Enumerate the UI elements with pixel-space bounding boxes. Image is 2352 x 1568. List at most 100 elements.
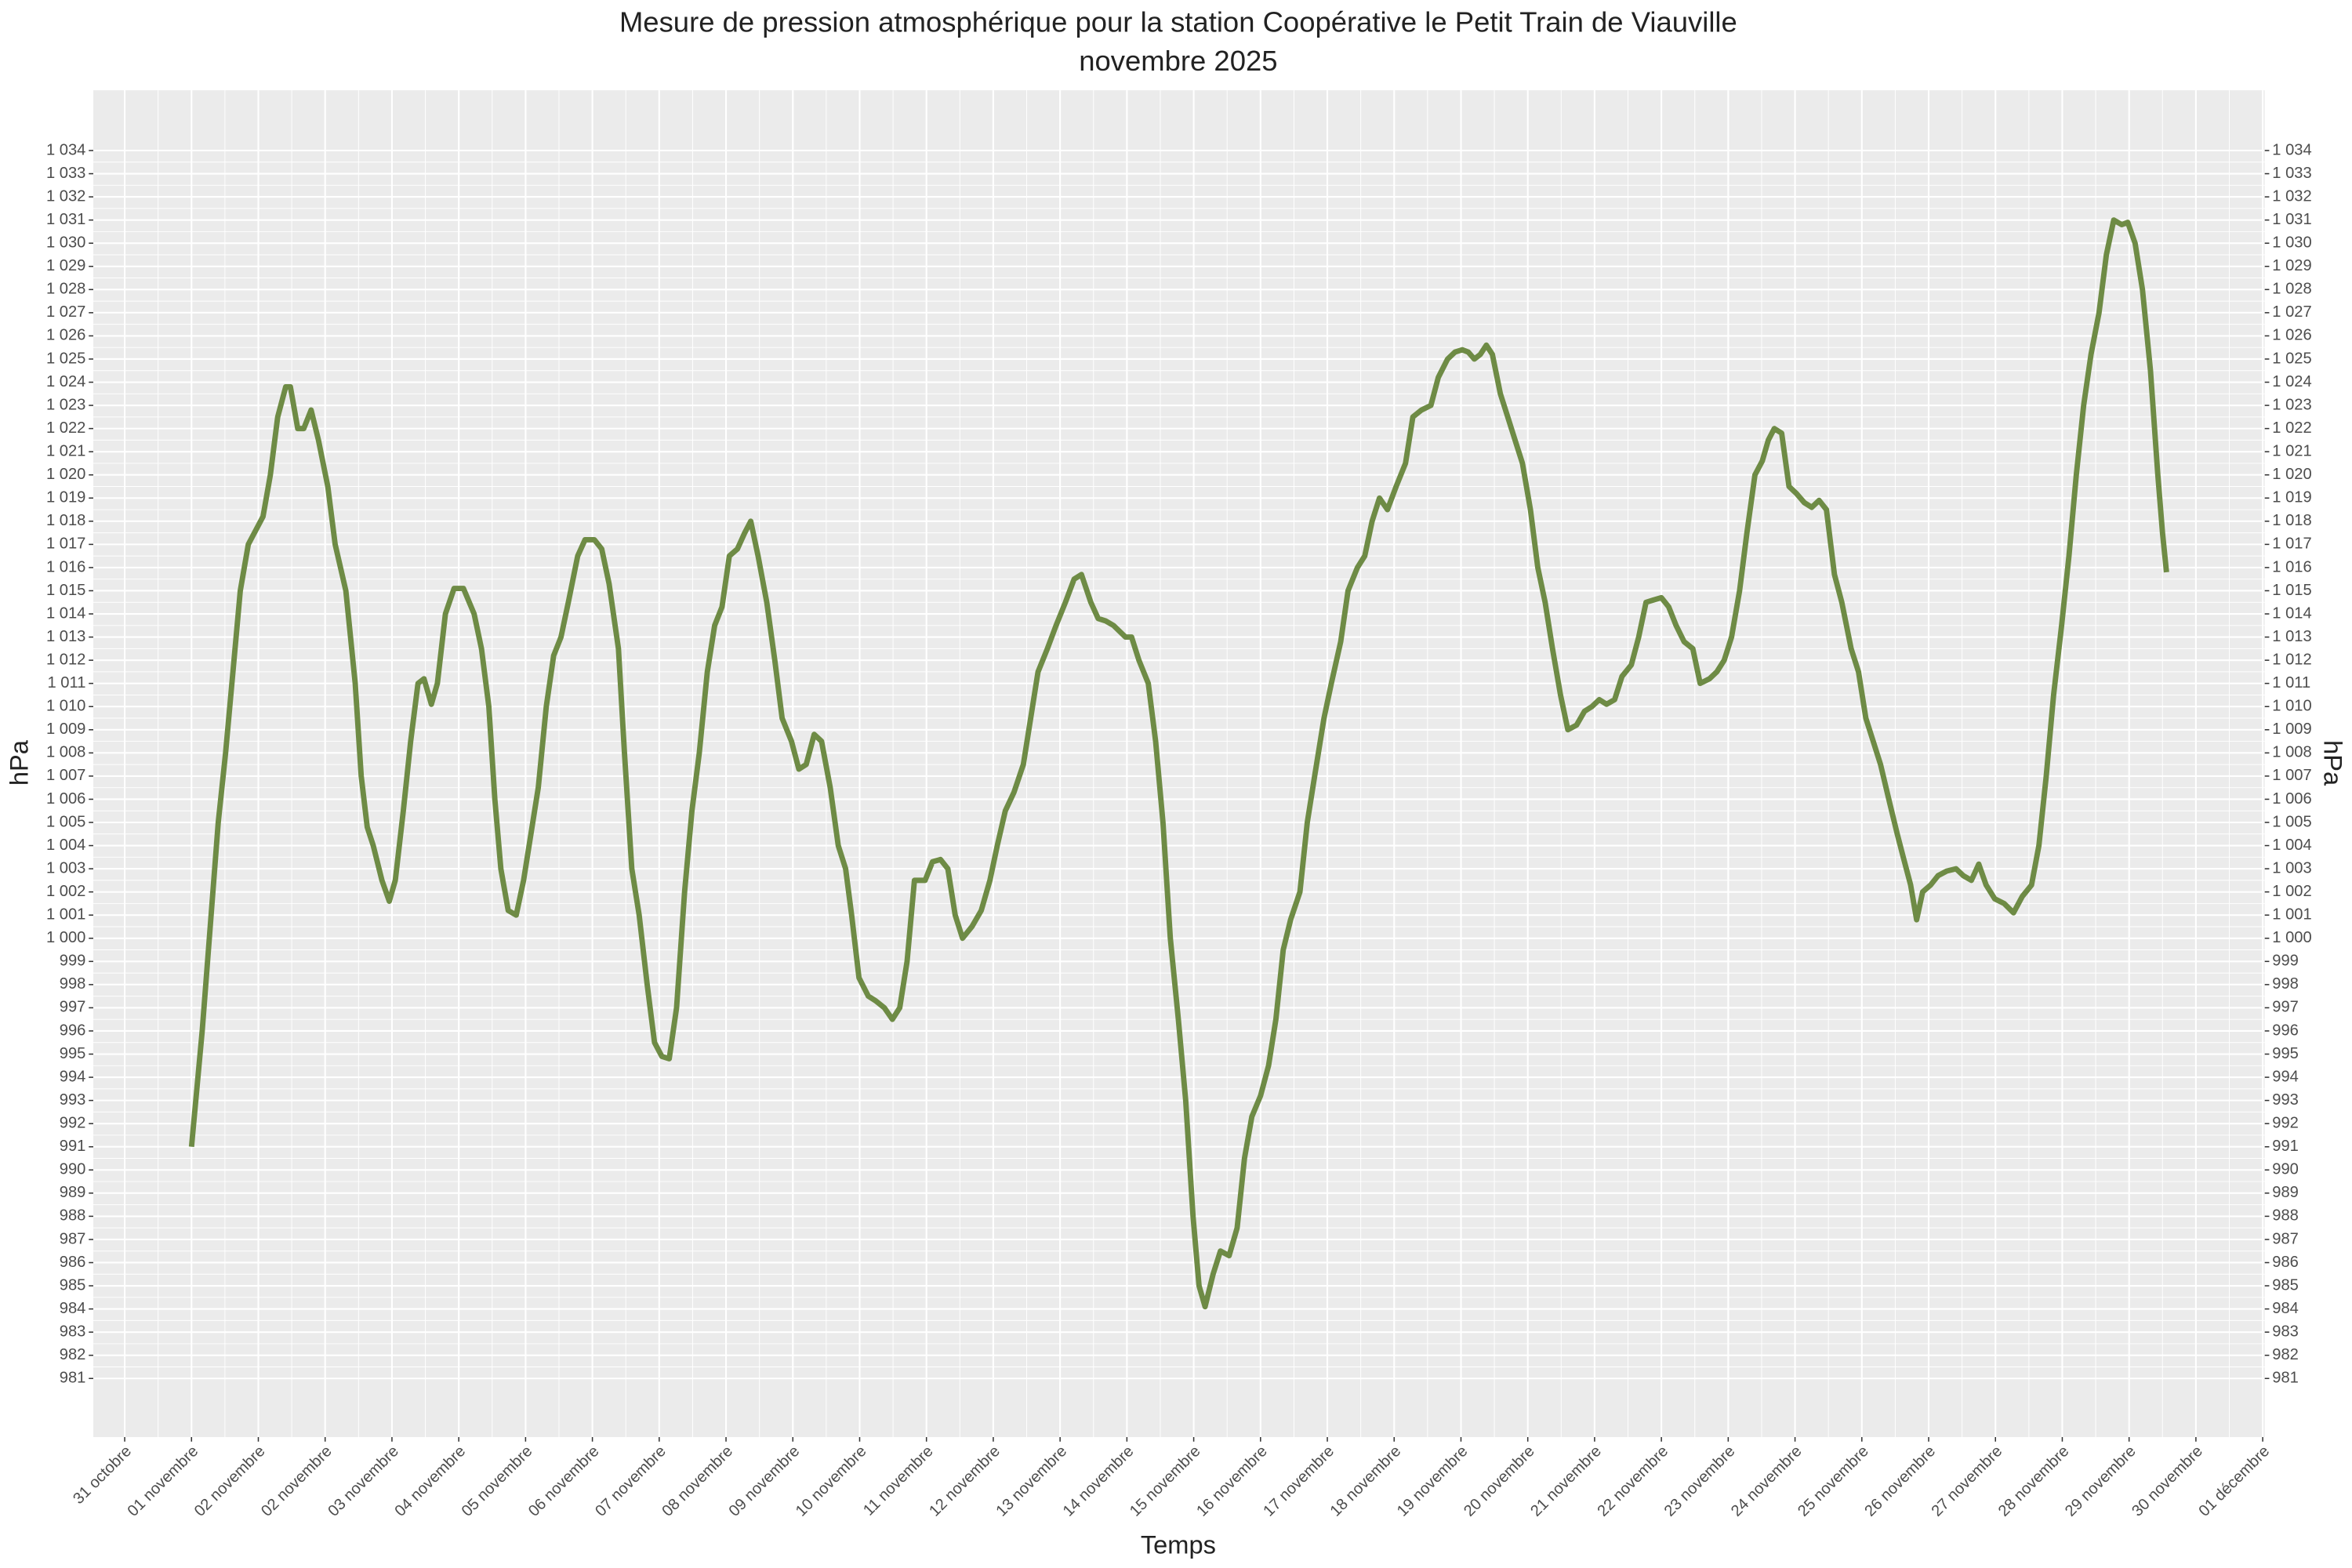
y-tick-label: 993	[60, 1091, 86, 1109]
y-tick-label: 1 016	[46, 558, 85, 575]
chart-subtitle: novembre 2025	[1079, 45, 1277, 77]
y-tick-label: 1 000	[46, 929, 85, 946]
y2-tick-label: 1 033	[2272, 165, 2311, 182]
y2-axis-label: hPa	[2319, 740, 2348, 786]
y-tick-label: 1 009	[46, 720, 85, 738]
y2-tick-label: 981	[2272, 1370, 2299, 1387]
y2-tick-label: 1 005	[2272, 813, 2311, 830]
y2-tick-label: 1 028	[2272, 281, 2311, 298]
x-tick-label: 28 novembre	[1995, 1443, 2073, 1520]
y-tick-label: 1 014	[46, 604, 85, 622]
x-tick-label: 30 novembre	[2129, 1443, 2206, 1520]
y2-tick-label: 1 011	[2272, 674, 2310, 691]
y-tick-label: 1 024	[46, 373, 85, 390]
y2-tick-label: 1 023	[2272, 396, 2311, 413]
y2-tick-label: 998	[2272, 975, 2299, 993]
x-tick-label: 02 novembre	[191, 1443, 269, 1520]
y-tick-label: 1 034	[46, 141, 85, 158]
y2-tick-label: 1 024	[2272, 373, 2311, 390]
y-tick-label: 986	[60, 1254, 86, 1271]
y-tick-label: 1 002	[46, 883, 85, 900]
y2-tick-label: 1 021	[2272, 443, 2311, 460]
x-tick-label: 26 novembre	[1861, 1443, 1939, 1520]
y-tick-label: 990	[60, 1161, 86, 1178]
y-tick-label: 1 020	[46, 466, 85, 483]
y2-tick-label: 1 015	[2272, 582, 2311, 599]
y2-tick-label: 1 002	[2272, 883, 2311, 900]
x-tick-label: 27 novembre	[1929, 1443, 2006, 1520]
y2-tick-label: 1 029	[2272, 257, 2311, 274]
y2-tick-label: 991	[2272, 1138, 2299, 1155]
y2-tick-label: 1 010	[2272, 698, 2311, 715]
y2-tick-label: 1 020	[2272, 466, 2311, 483]
panel	[93, 90, 2265, 1438]
chart-title: Mesure de pression atmosphérique pour la…	[619, 5, 1737, 38]
y2-tick-label: 997	[2272, 999, 2299, 1016]
y-tick-label: 1 007	[46, 767, 85, 784]
y-tick-label: 991	[60, 1138, 86, 1155]
y-tick-label: 1 004	[46, 837, 85, 854]
x-tick-label: 21 novembre	[1527, 1443, 1605, 1520]
y2-tick-label: 983	[2272, 1323, 2299, 1340]
x-tick-label: 05 novembre	[459, 1443, 536, 1520]
y2-tick-label: 1 026	[2272, 327, 2311, 344]
y-tick-label: 1 025	[46, 350, 85, 367]
y2-tick-label: 1 009	[2272, 720, 2311, 738]
y2-tick-label: 1 006	[2272, 790, 2311, 808]
y2-tick-label: 1 017	[2272, 535, 2311, 553]
y-tick-label: 1 026	[46, 327, 85, 344]
x-tick-label: 25 novembre	[1795, 1443, 1872, 1520]
x-tick-label: 16 novembre	[1193, 1443, 1271, 1520]
y2-tick-label: 999	[2272, 953, 2299, 970]
y2-tick-label: 1 014	[2272, 604, 2311, 622]
y2-tick-label: 1 022	[2272, 419, 2311, 437]
y2-tick-label: 1 032	[2272, 187, 2311, 205]
y2-tick-label: 987	[2272, 1230, 2299, 1247]
y-tick-label: 1 033	[46, 165, 85, 182]
y-tick-label: 1 010	[46, 698, 85, 715]
y2-tick-label: 1 004	[2272, 837, 2311, 854]
y-tick-label: 989	[60, 1184, 86, 1201]
y2-tick-label: 992	[2272, 1115, 2299, 1132]
y-tick-label: 1 018	[46, 512, 85, 529]
y2-tick-label: 1 000	[2272, 929, 2311, 946]
x-tick-label: 22 novembre	[1595, 1443, 1672, 1520]
x-tick-label: 10 novembre	[793, 1443, 870, 1520]
y2-tick-label: 1 007	[2272, 767, 2311, 784]
y-tick-label: 1 003	[46, 859, 85, 877]
y-tick-label: 985	[60, 1276, 86, 1294]
y-tick-label: 1 008	[46, 744, 85, 761]
x-tick-label: 01 décembre	[2195, 1443, 2273, 1520]
x-tick-label: 15 novembre	[1127, 1443, 1204, 1520]
x-tick-label: 13 novembre	[993, 1443, 1071, 1520]
y2-tick-label: 996	[2272, 1022, 2299, 1039]
x-tick-label: 31 octobre	[70, 1443, 135, 1508]
y2-tick-label: 1 012	[2272, 651, 2311, 668]
x-tick-label: 12 novembre	[926, 1443, 1004, 1520]
x-tick-label: 23 novembre	[1661, 1443, 1739, 1520]
data-line	[188, 217, 2169, 1310]
x-tick-label: 11 novembre	[860, 1443, 937, 1519]
y2-tick-label: 1 003	[2272, 859, 2311, 877]
y2-tick-label: 988	[2272, 1207, 2299, 1225]
y-tick-label: 1 030	[46, 234, 85, 252]
x-tick-label: 07 novembre	[592, 1443, 670, 1520]
y-tick-label: 1 031	[46, 211, 85, 228]
y2-tick-label: 985	[2272, 1276, 2299, 1294]
y-tick-label: 1 013	[46, 628, 85, 645]
y-tick-label: 1 011	[47, 674, 85, 691]
x-tick-label: 19 novembre	[1394, 1443, 1472, 1520]
x-tick-label: 09 novembre	[726, 1443, 804, 1520]
y-tick-label: 1 019	[46, 489, 85, 506]
y-tick-label: 982	[60, 1346, 86, 1363]
y-tick-label: 999	[60, 953, 86, 970]
y-tick-label: 1 005	[46, 813, 85, 830]
y-tick-label: 987	[60, 1230, 86, 1247]
y2-tick-label: 1 013	[2272, 628, 2311, 645]
y-tick-label: 1 012	[46, 651, 85, 668]
y-tick-label: 1 032	[46, 187, 85, 205]
y2-tick-label: 995	[2272, 1045, 2299, 1062]
y2-tick-label: 1 018	[2272, 512, 2311, 529]
y2-tick-label: 1 016	[2272, 558, 2311, 575]
